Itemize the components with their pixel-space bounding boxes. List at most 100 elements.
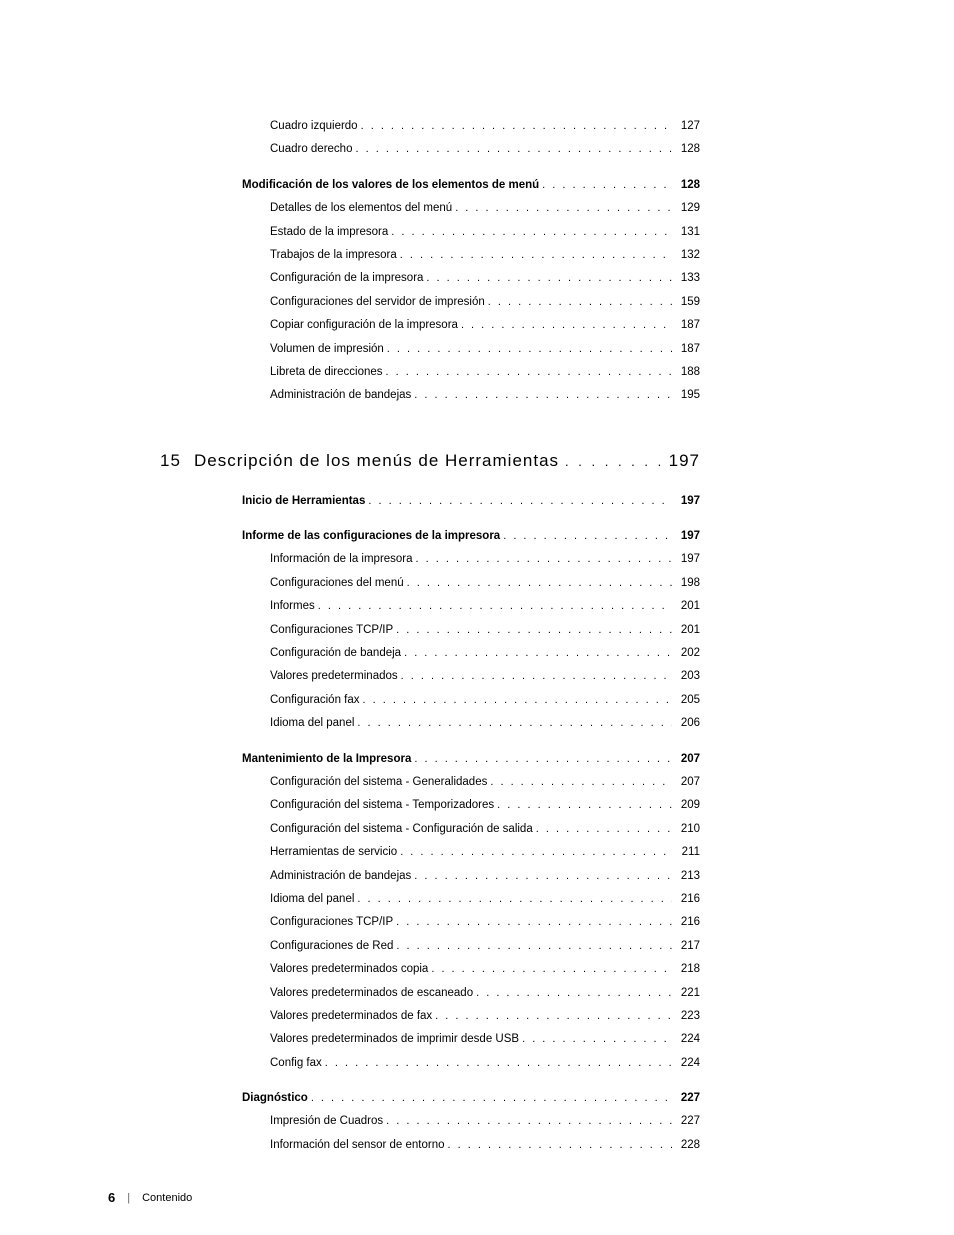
toc-entry[interactable]: Copiar configuración de la impresora. . … [210, 317, 700, 333]
toc-entry[interactable]: Informe de las configuraciones de la imp… [210, 528, 700, 544]
toc-entry-page: 224 [672, 1055, 700, 1071]
toc-entry[interactable]: Valores predeterminados de escaneado. . … [210, 985, 700, 1001]
toc-entry[interactable]: Config fax. . . . . . . . . . . . . . . … [210, 1055, 700, 1071]
toc-entry[interactable]: Configuración del sistema - Configuració… [210, 821, 700, 837]
leader-dots: . . . . . . . . . . . . . . . . . . . . … [365, 494, 672, 509]
toc-entry-label: Impresión de Cuadros [270, 1113, 383, 1129]
chapter-page: 197 [666, 451, 700, 471]
leader-dots: . . . . . . . . . . . . . . . . . . . . … [352, 142, 672, 157]
toc-entry[interactable]: Administración de bandejas. . . . . . . … [210, 868, 700, 884]
leader-dots: . . . . . . . . . . . . . . . . . . . . … [445, 1138, 672, 1153]
footer-separator: | [127, 1192, 130, 1204]
toc-entry[interactable]: Configuraciones TCP/IP. . . . . . . . . … [210, 622, 700, 638]
toc-entry[interactable]: Mantenimiento de la Impresora. . . . . .… [210, 751, 700, 767]
toc-entry[interactable]: Libreta de direcciones. . . . . . . . . … [210, 364, 700, 380]
footer-page-number: 6 [108, 1190, 115, 1205]
leader-dots: . . . . . . . . . . . . . . . . . . . . … [354, 716, 672, 731]
toc-entry[interactable]: Trabajos de la impresora. . . . . . . . … [210, 247, 700, 263]
leader-dots: . . . . . . . . . . . . . . . . . . . . … [397, 845, 672, 860]
leader-dots: . . . . . . . . . . . . . . . . . . . . … [411, 869, 672, 884]
page-footer: 6 | Contenido [108, 1190, 192, 1205]
toc-entry[interactable]: Configuración del sistema - Generalidade… [210, 774, 700, 790]
toc-entry-page: 207 [672, 774, 700, 790]
leader-dots: . . . . . . . . . . . . . . . . . . . . … [383, 1114, 672, 1129]
toc-entry-label: Idioma del panel [270, 715, 354, 731]
toc-entry-page: 197 [672, 551, 700, 567]
leader-dots: . . . . . . . . . . . . . . . . . . . . … [393, 623, 672, 638]
toc-entry-label: Valores predeterminados [270, 668, 398, 684]
toc-entry[interactable]: Inicio de Herramientas. . . . . . . . . … [210, 493, 700, 509]
toc-entry-page: 227 [672, 1113, 700, 1129]
toc-entry[interactable]: Valores predeterminados de imprimir desd… [210, 1031, 700, 1047]
toc-entry-label: Valores predeterminados de imprimir desd… [270, 1031, 519, 1047]
toc-entry[interactable]: Idioma del panel. . . . . . . . . . . . … [210, 891, 700, 907]
toc-entry-label: Configuraciones TCP/IP [270, 622, 393, 638]
leader-dots: . . . . . . . . . . . . . . . . . . . . … [322, 1056, 672, 1071]
toc-entry[interactable]: Detalles de los elementos del menú. . . … [210, 200, 700, 216]
toc-entry-label: Información de la impresora [270, 551, 413, 567]
toc-entry-page: 224 [672, 1031, 700, 1047]
toc-entry-page: 223 [672, 1008, 700, 1024]
leader-dots: . . . . . . . . . . . . . . . . . . . . … [404, 576, 672, 591]
toc-entry-page: 209 [672, 797, 700, 813]
toc-entry[interactable]: Herramientas de servicio. . . . . . . . … [210, 844, 700, 860]
leader-dots: . . . . . . . . . . . . . . . . . . . . … [500, 529, 672, 544]
toc-entry-label: Mantenimiento de la Impresora [242, 751, 411, 767]
leader-dots: . . . . . . . . . . . . . . . . . . . . … [539, 178, 672, 193]
toc-entry[interactable]: Administración de bandejas. . . . . . . … [210, 387, 700, 403]
toc-entry-label: Valores predeterminados copia [270, 961, 428, 977]
toc-entry-label: Idioma del panel [270, 891, 354, 907]
toc-entry[interactable]: Configuraciones TCP/IP. . . . . . . . . … [210, 914, 700, 930]
toc-entry[interactable]: Modificación de los valores de los eleme… [210, 177, 700, 193]
toc-entry-page: 216 [672, 914, 700, 930]
leader-dots: . . . . . . . . . . . . . . . . . . . . … [519, 1032, 672, 1047]
leader-dots: . . . . . . . . . . . . . . . . . . . . … [393, 939, 672, 954]
toc-entry[interactable]: Volumen de impresión. . . . . . . . . . … [210, 341, 700, 357]
leader-dots: . . . . . . . . . . . . . . . . . . . . … [432, 1009, 672, 1024]
toc-entry[interactable]: Información de la impresora. . . . . . .… [210, 551, 700, 567]
toc-entry[interactable]: Impresión de Cuadros. . . . . . . . . . … [210, 1113, 700, 1129]
leader-dots: . . . . . . . . . . . . . . . . . . . . … [358, 119, 672, 134]
toc-entry-page: 159 [672, 294, 700, 310]
toc-entry-label: Detalles de los elementos del menú [270, 200, 452, 216]
toc-entry[interactable]: Informes. . . . . . . . . . . . . . . . … [210, 598, 700, 614]
toc-entry-label: Modificación de los valores de los eleme… [242, 177, 539, 193]
toc-entry-page: 198 [672, 575, 700, 591]
toc-entry[interactable]: Valores predeterminados de fax. . . . . … [210, 1008, 700, 1024]
leader-dots: . . . . . . . . . . . . . . . . . . . . … [473, 986, 672, 1001]
toc-entry-label: Configuración de la impresora [270, 270, 423, 286]
toc-entry[interactable]: Configuraciones de Red. . . . . . . . . … [210, 938, 700, 954]
toc-entry[interactable]: Configuración de bandeja. . . . . . . . … [210, 645, 700, 661]
footer-section-label: Contenido [142, 1192, 192, 1204]
toc-entry-page: 201 [672, 622, 700, 638]
toc-entry[interactable]: Configuraciones del servidor de impresió… [210, 294, 700, 310]
chapter-heading[interactable]: 15Descripción de los menús de Herramient… [160, 451, 700, 471]
chapter-title: Descripción de los menús de Herramientas [194, 451, 559, 471]
toc-entry-label: Administración de bandejas [270, 868, 411, 884]
toc-entry[interactable]: Configuraciones del menú. . . . . . . . … [210, 575, 700, 591]
toc-entry-label: Configuraciones del servidor de impresió… [270, 294, 485, 310]
toc-entry[interactable]: Configuración fax. . . . . . . . . . . .… [210, 692, 700, 708]
toc-entry[interactable]: Valores predeterminados. . . . . . . . .… [210, 668, 700, 684]
leader-dots: . . . . . . . . . . . . . . . . . . . . … [411, 388, 672, 403]
toc-entry[interactable]: Idioma del panel. . . . . . . . . . . . … [210, 715, 700, 731]
toc-entry-label: Herramientas de servicio [270, 844, 397, 860]
toc-entry-label: Estado de la impresora [270, 224, 388, 240]
toc-entry-label: Volumen de impresión [270, 341, 384, 357]
toc-entry[interactable]: Configuración del sistema - Temporizador… [210, 797, 700, 813]
toc-entry[interactable]: Diagnóstico. . . . . . . . . . . . . . .… [210, 1090, 700, 1106]
toc-entry[interactable]: Configuración de la impresora. . . . . .… [210, 270, 700, 286]
toc-entry[interactable]: Estado de la impresora. . . . . . . . . … [210, 224, 700, 240]
leader-dots: . . . . . . . . . . . . . . . . . . . . … [487, 775, 672, 790]
toc-entry[interactable]: Cuadro derecho. . . . . . . . . . . . . … [210, 141, 700, 157]
leader-dots: . . . . . . . . . . . . . . . . . . . . … [485, 295, 672, 310]
toc-entry-label: Información del sensor de entorno [270, 1137, 445, 1153]
toc-entry[interactable]: Cuadro izquierdo. . . . . . . . . . . . … [210, 118, 700, 134]
leader-dots: . . . . . . . . . . . . . . . . . . . . … [411, 752, 672, 767]
leader-dots: . . . . . . . . . . . . . . . . . . . . … [383, 365, 672, 380]
chapter-number: 15 [160, 451, 194, 471]
toc-entry-label: Cuadro izquierdo [270, 118, 358, 134]
toc-entry[interactable]: Valores predeterminados copia. . . . . .… [210, 961, 700, 977]
toc-entry-page: 203 [672, 668, 700, 684]
toc-entry[interactable]: Información del sensor de entorno. . . .… [210, 1137, 700, 1153]
